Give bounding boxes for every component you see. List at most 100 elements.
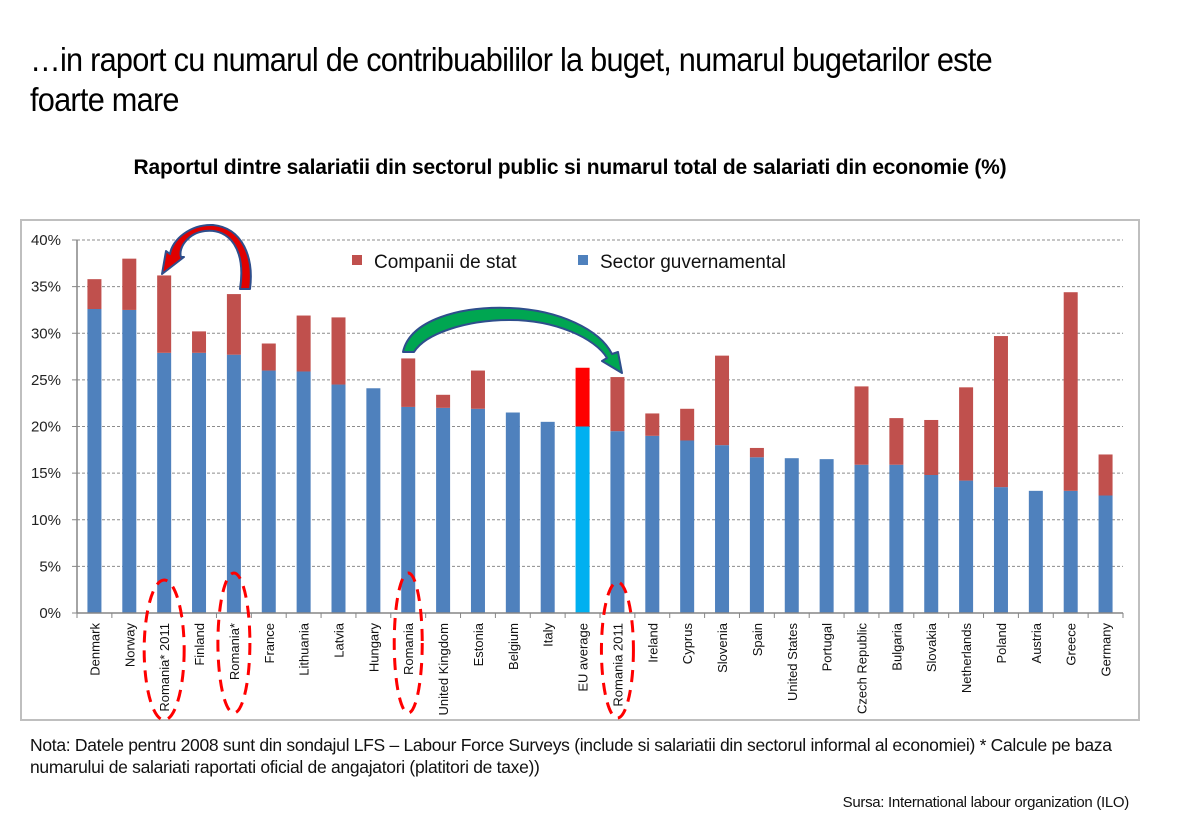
- y-tick-label: 10%: [31, 512, 61, 529]
- bar-sector-guvernamental: [575, 426, 590, 613]
- bar-sector-guvernamental: [122, 309, 137, 613]
- bar-companii-de-stat: [1098, 454, 1113, 496]
- bar-sector-guvernamental: [1063, 490, 1078, 613]
- x-tick-label: Netherlands: [959, 623, 974, 694]
- x-tick-label: Romania* 2011: [157, 623, 172, 712]
- chart-title: Raportul dintre salariatii din sectorul …: [133, 156, 1007, 179]
- bar-sector-guvernamental: [226, 354, 241, 613]
- x-tick-label: Romania 2011: [610, 623, 625, 707]
- x-axis-labels: Denmark Norway Romania* 2011 Finland Romania…: [87, 622, 1113, 715]
- x-tick-label: United Kingdom: [436, 623, 451, 716]
- bar-sector-guvernamental: [505, 412, 520, 613]
- bar-sector-guvernamental: [436, 407, 451, 613]
- x-tick-label: Bulgaria: [889, 622, 904, 670]
- x-tick-label: Hungary: [366, 623, 381, 673]
- x-tick-label: Germany: [1099, 623, 1114, 677]
- red-curved-arrow-icon: [161, 223, 252, 290]
- y-tick-label: 40%: [31, 232, 61, 249]
- bars: [87, 258, 1113, 613]
- x-tick-label: Romania*: [227, 623, 242, 680]
- x-tick-label: Austria: [1029, 622, 1044, 663]
- slide-title: …in raport cu numarul de contribuabililo…: [30, 41, 993, 118]
- x-tick-label: Latvia: [332, 622, 347, 657]
- bar-companii-de-stat: [331, 317, 346, 385]
- bar-sector-guvernamental: [784, 458, 799, 613]
- y-tick-label: 15%: [31, 465, 61, 482]
- bar-companii-de-stat: [645, 413, 660, 436]
- bar-sector-guvernamental: [749, 457, 764, 613]
- bar-companii-de-stat: [226, 294, 241, 355]
- y-tick-label: 5%: [39, 558, 61, 575]
- dashed-ellipse-highlight: [216, 571, 252, 715]
- bar-companii-de-stat: [610, 377, 625, 432]
- annotations: [142, 223, 635, 722]
- x-tick-label: Denmark: [87, 623, 102, 676]
- bar-companii-de-stat: [401, 358, 416, 407]
- axes: [72, 239, 1124, 618]
- x-tick-label: Spain: [750, 623, 765, 656]
- bar-sector-guvernamental: [1098, 495, 1113, 613]
- bar-companii-de-stat: [87, 279, 102, 310]
- x-tick-label: Estonia: [471, 622, 486, 666]
- bar-sector-guvernamental: [331, 384, 346, 613]
- bar-sector-guvernamental: [610, 431, 625, 613]
- bar-sector-guvernamental: [680, 440, 695, 613]
- bar-sector-guvernamental: [1028, 490, 1043, 613]
- bar-companii-de-stat: [1063, 292, 1078, 491]
- bar-sector-guvernamental: [366, 388, 381, 613]
- x-tick-label: Slovakia: [924, 622, 939, 672]
- bar-sector-guvernamental: [157, 352, 172, 613]
- x-tick-label: Belgium: [506, 623, 521, 670]
- x-tick-label: Norway: [122, 623, 137, 668]
- x-tick-label: Greece: [1064, 623, 1079, 666]
- bar-companii-de-stat: [436, 394, 451, 408]
- x-tick-label: France: [262, 623, 277, 663]
- bar-sector-guvernamental: [470, 408, 485, 613]
- dashed-ellipse-highlight: [392, 571, 424, 715]
- legend-label: Companii de stat: [374, 252, 517, 273]
- bar-sector-guvernamental: [819, 459, 834, 613]
- bar-sector-guvernamental: [993, 487, 1008, 613]
- bar-sector-guvernamental: [715, 445, 730, 613]
- bar-companii-de-stat: [192, 331, 207, 353]
- bar-companii-de-stat: [157, 275, 172, 353]
- dashed-ellipse-highlight: [599, 580, 635, 720]
- bar-sector-guvernamental: [401, 406, 416, 613]
- bar-sector-guvernamental: [889, 464, 904, 613]
- y-tick-label: 25%: [31, 372, 61, 389]
- dashed-ellipse-highlight: [142, 578, 186, 722]
- source-credit: Sursa: International labour organization…: [842, 794, 1130, 811]
- bar-companii-de-stat: [680, 408, 695, 441]
- x-tick-label: Slovenia: [715, 622, 730, 673]
- bar-sector-guvernamental: [959, 480, 974, 613]
- x-tick-label: Romania: [401, 622, 416, 675]
- bar-sector-guvernamental: [540, 421, 555, 613]
- legend-label: Sector guvernamental: [600, 252, 786, 273]
- bar-companii-de-stat: [470, 370, 485, 409]
- y-tick-label: 0%: [39, 605, 61, 622]
- legend-swatch: [578, 255, 588, 265]
- y-tick-label: 35%: [31, 279, 61, 296]
- x-tick-label: United States: [785, 623, 800, 702]
- bar-companii-de-stat: [993, 336, 1008, 488]
- bar-companii-de-stat: [854, 386, 869, 465]
- bar-companii-de-stat: [749, 447, 764, 458]
- x-tick-label: Cyprus: [680, 623, 695, 665]
- legend-swatch: [352, 255, 362, 265]
- bar-companii-de-stat: [296, 315, 311, 372]
- x-tick-label: EU average: [576, 623, 591, 692]
- x-tick-label: Portugal: [820, 623, 835, 672]
- bar-sector-guvernamental: [854, 464, 869, 613]
- bar-companii-de-stat: [715, 355, 730, 446]
- gridlines: [77, 239, 1123, 567]
- y-tick-label: 20%: [31, 419, 61, 436]
- bar-sector-guvernamental: [645, 435, 660, 613]
- bar-companii-de-stat: [924, 419, 939, 475]
- x-tick-label: Finland: [192, 623, 207, 666]
- bar-companii-de-stat: [575, 367, 590, 427]
- bar-companii-de-stat: [889, 418, 904, 465]
- bar-companii-de-stat: [959, 387, 974, 481]
- x-tick-label: Italy: [541, 623, 556, 647]
- bar-companii-de-stat: [261, 343, 276, 371]
